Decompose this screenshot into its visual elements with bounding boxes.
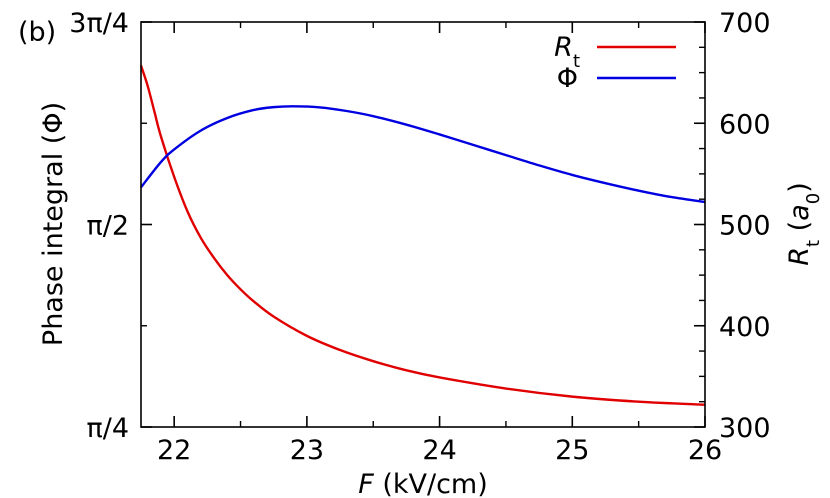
x-tick-label: 22 [157, 435, 191, 466]
legend-label-rt: Rt [554, 32, 580, 72]
x-tick-label: 24 [422, 435, 456, 466]
x-tick-label: 26 [688, 435, 722, 466]
y-axis-right-label: Rt (a0) [784, 182, 824, 266]
x-tick-label: 23 [290, 435, 324, 466]
y-axis-left-label: Phase integral (Φ) [38, 102, 69, 346]
legend-label-phi: Φ [557, 63, 578, 94]
x-tick-label: 25 [555, 435, 589, 466]
ticks-layer: 22 23 24 25 26 π/4 π/2 3π/4 300 400 500 600 700 [69, 8, 770, 466]
y-right-tick-label: 700 [719, 8, 771, 39]
y-left-tick-label: 3π/4 [69, 8, 129, 39]
series-line-phi [140, 105, 706, 204]
series-layer [139, 65, 706, 406]
y-left-tick-label: π/2 [86, 211, 129, 242]
y-right-tick-label: 600 [719, 109, 771, 140]
y-right-tick-label: 500 [719, 211, 771, 242]
y-right-tick-label: 400 [719, 312, 771, 343]
x-axis-label: F (kV/cm) [358, 469, 488, 498]
legend: Rt Φ [554, 32, 676, 94]
y-left-tick-label: π/4 [86, 413, 129, 444]
series-line-rt [139, 65, 706, 406]
panel-label: (b) [18, 17, 56, 48]
y-right-tick-label: 300 [719, 413, 771, 444]
